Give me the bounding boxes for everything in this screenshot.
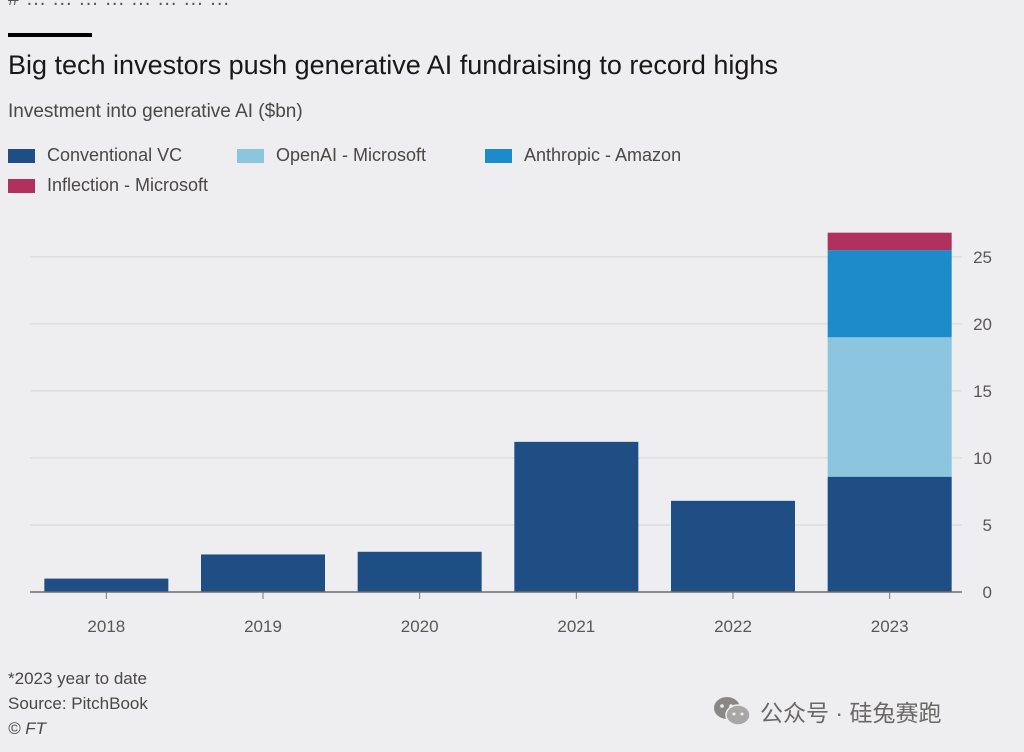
bar-segment [44, 578, 169, 592]
legend-label: Conventional VC [47, 145, 183, 165]
header-rule [8, 33, 92, 37]
legend-item-anthropic-amazon: Anthropic - Amazon [485, 145, 681, 166]
watermark: 公众号 · 硅兔赛跑 [712, 694, 941, 728]
legend-item-conventional-vc: Conventional VC [8, 145, 182, 166]
y-tick-label: 5 [983, 516, 992, 535]
bar-segment [827, 232, 952, 251]
bar-segment [357, 551, 482, 592]
x-tick-label: 2021 [557, 617, 595, 636]
source-note: Source: PitchBook [8, 694, 148, 713]
watermark-text: 公众号 · 硅兔赛跑 [760, 700, 942, 726]
legend-swatch [237, 148, 264, 163]
legend-label: Inflection - Microsoft [47, 175, 209, 195]
footnote-year-to-date: *2023 year to date [8, 669, 147, 688]
legend: Conventional VC OpenAI - Microsoft Anthr… [8, 145, 908, 205]
legend-item-openai-microsoft: OpenAI - Microsoft [237, 145, 426, 166]
y-tick-label: 25 [973, 248, 992, 267]
x-tick-label: 2023 [871, 617, 909, 636]
y-tick-label: 20 [973, 315, 992, 334]
legend-swatch [8, 178, 35, 193]
x-tick-label: 2020 [401, 617, 439, 636]
bar-segment [827, 476, 952, 592]
bar-segment [827, 250, 952, 338]
legend-swatch [8, 148, 35, 163]
bar-segment [514, 441, 639, 592]
legend-swatch [485, 148, 512, 163]
bar-segment [201, 554, 325, 592]
x-tick-label: 2018 [87, 617, 125, 636]
x-tick-label: 2022 [714, 617, 752, 636]
chart-subtitle: Investment into generative AI ($bn) [8, 101, 303, 122]
legend-label: OpenAI - Microsoft [276, 145, 427, 165]
chart-title: Big tech investors push generative AI fu… [8, 50, 778, 80]
legend-item-inflection-microsoft: Inflection - Microsoft [8, 175, 208, 196]
y-tick-label: 0 [983, 583, 992, 602]
bar-segment [827, 337, 952, 477]
y-tick-label: 10 [973, 449, 992, 468]
bar-chart: 0 5 10 15 20 25 2018 2019 2020 2021 2022 2023 [30, 232, 992, 636]
cropped-header-text: # ... ... ... ... ... ... ... ... [0, 0, 1024, 8]
wechat-icon [714, 697, 751, 726]
bar-segment [671, 500, 795, 592]
legend-label: Anthropic - Amazon [524, 145, 682, 165]
x-tick-label: 2019 [244, 617, 282, 636]
y-tick-label: 15 [973, 382, 992, 401]
cropped-header-label: # ... ... ... ... ... ... ... ... [8, 0, 230, 8]
ft-credit: © FT [8, 719, 47, 738]
